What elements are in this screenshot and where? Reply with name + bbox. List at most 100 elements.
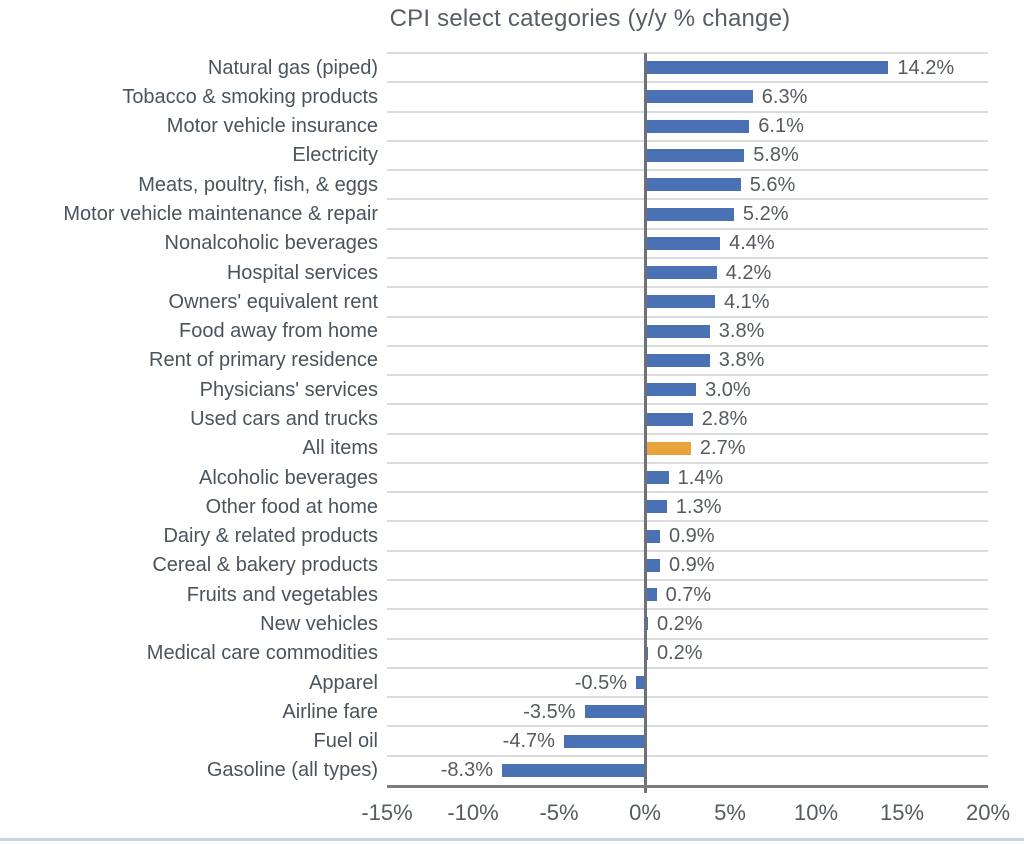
gridline [387, 140, 988, 142]
bar [644, 383, 697, 396]
value-label: 6.1% [758, 115, 804, 137]
x-axis-line [387, 785, 988, 788]
value-label: 2.8% [701, 408, 748, 430]
gridline [387, 198, 988, 200]
value-label: 3.8% [718, 320, 765, 342]
x-tick-label: 15% [879, 800, 925, 825]
bar [644, 413, 693, 426]
bar [644, 500, 667, 513]
bar [644, 559, 661, 572]
gridline [387, 81, 988, 83]
gridline [387, 374, 988, 376]
value-label: -3.5% [523, 701, 576, 723]
category-label: Used cars and trucks [190, 408, 378, 430]
gridline [387, 579, 988, 581]
gridline [387, 433, 988, 435]
bar [644, 588, 657, 601]
gridline [387, 403, 988, 405]
value-label: 0.9% [669, 525, 715, 547]
category-label: New vehicles [260, 613, 378, 635]
gridline [387, 696, 988, 698]
value-label: 4.1% [724, 291, 770, 313]
gridline [387, 608, 988, 610]
bar [644, 530, 661, 543]
gridline [387, 316, 988, 318]
gridline [387, 725, 988, 727]
gridline [387, 462, 988, 464]
category-label: Food away from home [179, 320, 378, 342]
category-label: Alcoholic beverages [199, 467, 378, 489]
category-label: Dairy & related products [163, 525, 378, 547]
bar [584, 705, 645, 718]
gridline [387, 345, 988, 347]
category-label: Apparel [309, 672, 378, 694]
value-label: 6.3% [761, 86, 808, 108]
category-label: Fuel oil [313, 730, 378, 752]
x-tick-label: 20% [965, 800, 1011, 825]
category-label: Gasoline (all types) [206, 759, 378, 781]
bar [644, 178, 741, 191]
category-label: All items [302, 437, 378, 459]
bar [644, 120, 750, 133]
category-label: Airline fare [282, 701, 378, 723]
category-label: Other food at home [205, 496, 378, 518]
value-label: 1.4% [677, 467, 724, 489]
bottom-rule [0, 838, 1024, 841]
bar [644, 90, 753, 103]
value-label: 5.2% [742, 203, 789, 225]
category-label: Electricity [292, 144, 378, 166]
bar [644, 237, 721, 250]
gridline [387, 286, 988, 288]
bar [644, 149, 745, 162]
bar [644, 208, 734, 221]
gridline [387, 491, 988, 493]
value-label: -0.5% [574, 672, 627, 694]
x-tick-label: -5% [539, 800, 579, 825]
bar [636, 676, 645, 689]
gridline [387, 228, 988, 230]
gridline [387, 638, 988, 640]
category-label: Tobacco & smoking products [122, 86, 378, 108]
x-tick-label: 0% [629, 800, 661, 825]
x-tick-label: -10% [447, 800, 499, 825]
x-tick-label: 10% [793, 800, 839, 825]
category-label: Nonalcoholic beverages [164, 232, 378, 254]
value-label: -4.7% [502, 730, 555, 752]
value-label: 3.0% [705, 379, 751, 401]
gridline [387, 257, 988, 259]
bar [502, 764, 645, 777]
gridline [387, 52, 988, 54]
bar [644, 354, 710, 367]
gridline [387, 520, 988, 522]
value-label: 4.4% [729, 232, 775, 254]
gridline [387, 667, 988, 669]
x-tick-label: -15% [361, 800, 413, 825]
category-label: Rent of primary residence [149, 349, 378, 371]
value-label: 0.7% [665, 584, 712, 606]
value-label: 0.2% [657, 613, 703, 635]
x-tick-label: 5% [714, 800, 746, 825]
value-label: 3.8% [718, 349, 765, 371]
chart-title: CPI select categories (y/y % change) [389, 5, 791, 32]
value-label: 4.2% [725, 262, 772, 284]
value-label: 1.3% [675, 496, 722, 518]
category-label: Medical care commodities [146, 642, 378, 664]
gridline [387, 169, 988, 171]
bar [644, 61, 889, 74]
bar-highlight [644, 442, 691, 455]
value-label: 2.7% [699, 437, 746, 459]
category-label: Natural gas (piped) [207, 57, 378, 79]
zero-axis-line [644, 53, 647, 793]
bar [644, 295, 715, 308]
value-label: -8.3% [440, 759, 493, 781]
bar [563, 735, 645, 748]
category-label: Meats, poultry, fish, & eggs [138, 174, 378, 196]
category-label: Physicians' services [199, 379, 378, 401]
bar [644, 325, 710, 338]
category-label: Motor vehicle maintenance & repair [63, 203, 378, 225]
value-label: 14.2% [897, 57, 955, 79]
category-label: Motor vehicle insurance [166, 115, 378, 137]
value-label: 5.6% [749, 174, 796, 196]
category-label: Hospital services [226, 262, 378, 284]
